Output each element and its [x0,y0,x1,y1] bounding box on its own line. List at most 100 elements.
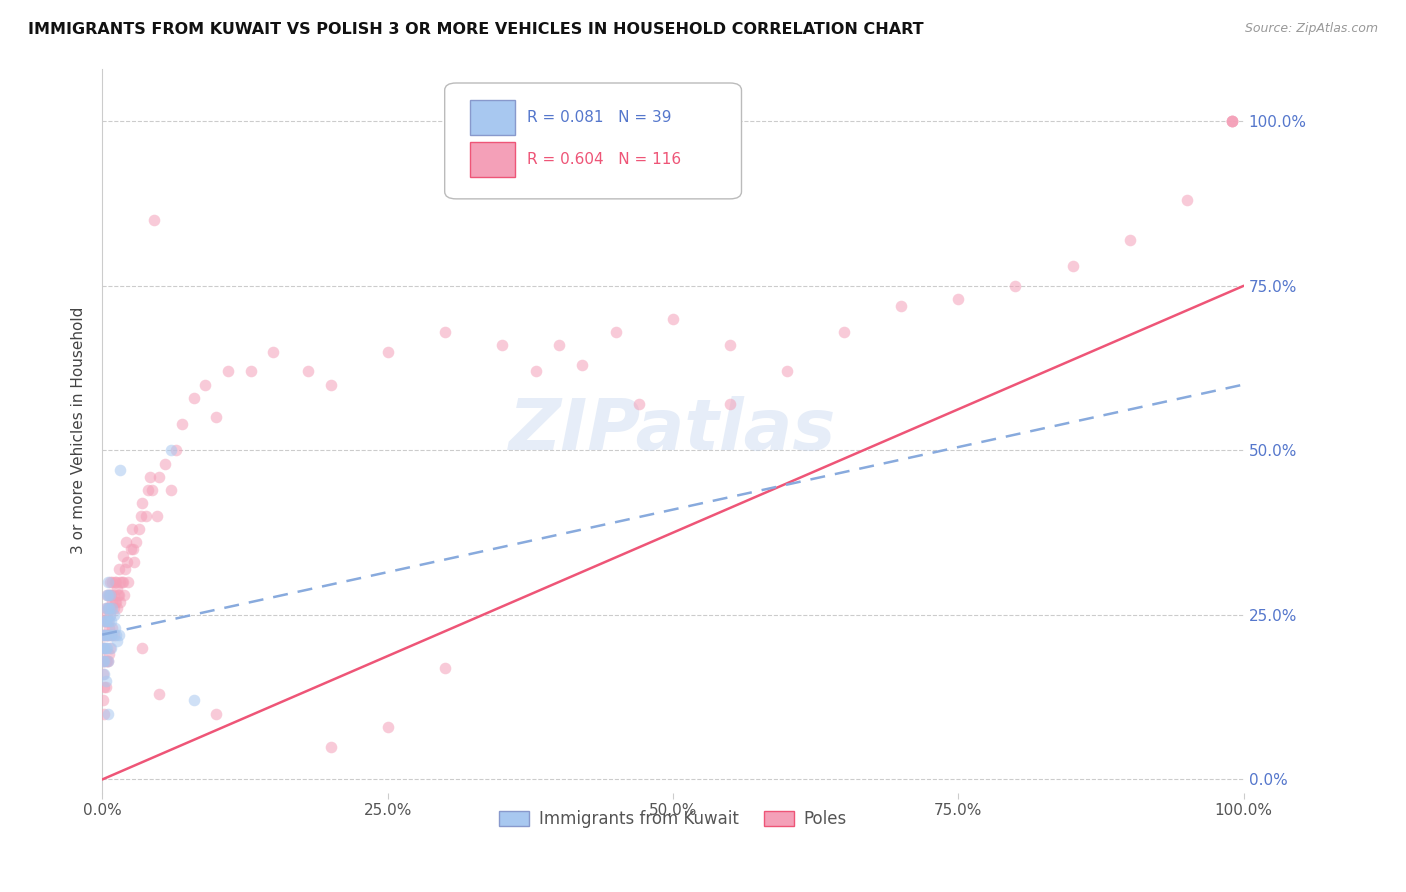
Point [128,522,150,536]
Point [115,535,138,549]
Point [101,628,124,642]
Point [93,667,115,681]
Point [98,640,121,655]
Text: IMMIGRANTS FROM KUWAIT VS POLISH 3 OR MORE VEHICLES IN HOUSEHOLD CORRELATION CHA: IMMIGRANTS FROM KUWAIT VS POLISH 3 OR MO… [28,22,924,37]
Point [93,681,115,695]
Point [98,588,121,602]
Point [101,621,124,635]
Point [93,654,115,668]
Point [93,628,115,642]
Point [98,607,121,622]
Point [111,549,134,563]
Point [718,397,741,411]
Point [101,595,124,609]
Point [100,601,122,615]
Point [97,654,120,668]
Point [165,443,187,458]
Point [93,628,115,642]
Point [97,628,120,642]
Point [94,615,117,629]
Point [117,574,139,589]
Point [377,720,399,734]
Point [105,582,128,596]
Point [262,344,284,359]
Point [104,595,127,609]
Text: Source: ZipAtlas.com: Source: ZipAtlas.com [1244,22,1378,36]
Point [153,457,176,471]
Point [97,588,120,602]
Point [98,648,121,662]
Point [93,693,115,707]
Point [114,562,136,576]
Point [205,410,228,425]
Point [194,377,217,392]
Point [96,615,118,629]
Point [183,391,205,405]
Point [377,344,399,359]
Point [97,601,120,615]
Point [98,601,121,615]
Point [122,542,145,557]
Point [93,654,115,668]
Point [97,654,120,668]
Point [107,588,129,602]
Point [94,654,117,668]
Point [98,607,121,622]
Point [136,483,159,497]
Point [110,574,132,589]
Point [139,469,162,483]
Point [93,628,115,642]
Point [571,358,593,372]
Point [491,338,513,352]
Point [96,654,118,668]
Point [121,522,143,536]
Text: ZIPatlas: ZIPatlas [509,396,837,465]
Point [93,640,115,655]
Point [108,588,131,602]
Point [103,588,125,602]
Point [98,588,121,602]
Point [93,706,115,721]
Text: R = 0.604   N = 116: R = 0.604 N = 116 [527,153,681,168]
Point [97,601,120,615]
Point [117,555,139,569]
Point [1222,114,1244,128]
Point [148,687,170,701]
Point [125,535,148,549]
Point [205,706,228,721]
Point [1222,114,1244,128]
Point [98,574,121,589]
Point [1118,233,1140,247]
Point [101,574,124,589]
Point [93,615,115,629]
Point [96,588,118,602]
Point [433,325,456,339]
Point [319,739,342,754]
Legend: Immigrants from Kuwait, Poles: Immigrants from Kuwait, Poles [492,804,853,835]
Point [662,311,685,326]
Point [98,621,121,635]
Point [832,325,855,339]
Point [122,555,145,569]
Point [94,615,117,629]
Point [94,673,117,688]
Point [94,628,117,642]
Point [100,615,122,629]
Point [129,509,152,524]
Point [98,615,121,629]
Point [110,595,132,609]
Point [112,588,135,602]
Point [93,654,115,668]
Point [146,509,169,524]
Point [96,607,118,622]
Point [718,338,741,352]
Point [110,463,132,477]
Point [98,588,121,602]
Point [100,588,122,602]
Point [104,621,127,635]
FancyBboxPatch shape [470,101,516,136]
Point [94,628,117,642]
Point [105,634,128,648]
Point [96,588,118,602]
Point [93,654,115,668]
